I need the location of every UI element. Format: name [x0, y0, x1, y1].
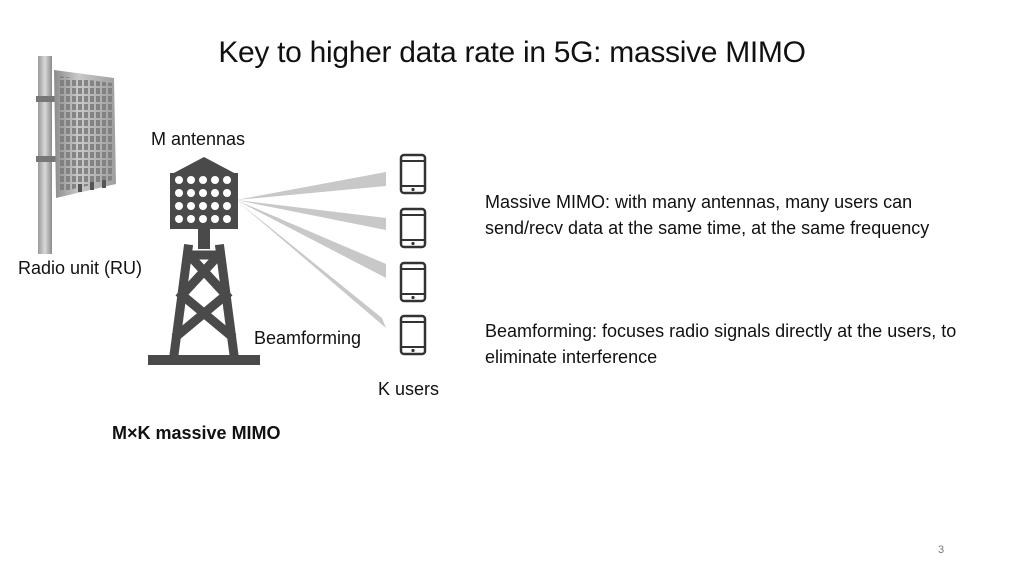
radio-unit-icon [36, 56, 116, 254]
beam-3 [236, 200, 386, 278]
k-users-label: K users [378, 379, 440, 399]
beam-1 [236, 172, 386, 200]
beam-2 [236, 200, 386, 230]
beam-4 [236, 200, 386, 328]
massive-mimo-description: Massive MIMO: with many antennas, many u… [485, 192, 930, 238]
phone-icon [399, 153, 427, 195]
beamforming-description: Beamforming: focuses radio signals direc… [485, 321, 957, 367]
beams [236, 172, 386, 328]
slide-title: Key to higher data rate in 5G: massive M… [218, 36, 806, 69]
phone-icon [399, 207, 427, 249]
mxk-mimo-label: M×K massive MIMO [112, 423, 281, 443]
page-number: 3 [938, 544, 945, 556]
tower-icon [148, 157, 260, 365]
phone-icon [399, 261, 427, 303]
phone-icon [399, 314, 427, 356]
beamforming-label: Beamforming [254, 328, 362, 348]
m-antennas-label: M antennas [151, 129, 246, 149]
radio-unit-label: Radio unit (RU) [18, 258, 143, 278]
